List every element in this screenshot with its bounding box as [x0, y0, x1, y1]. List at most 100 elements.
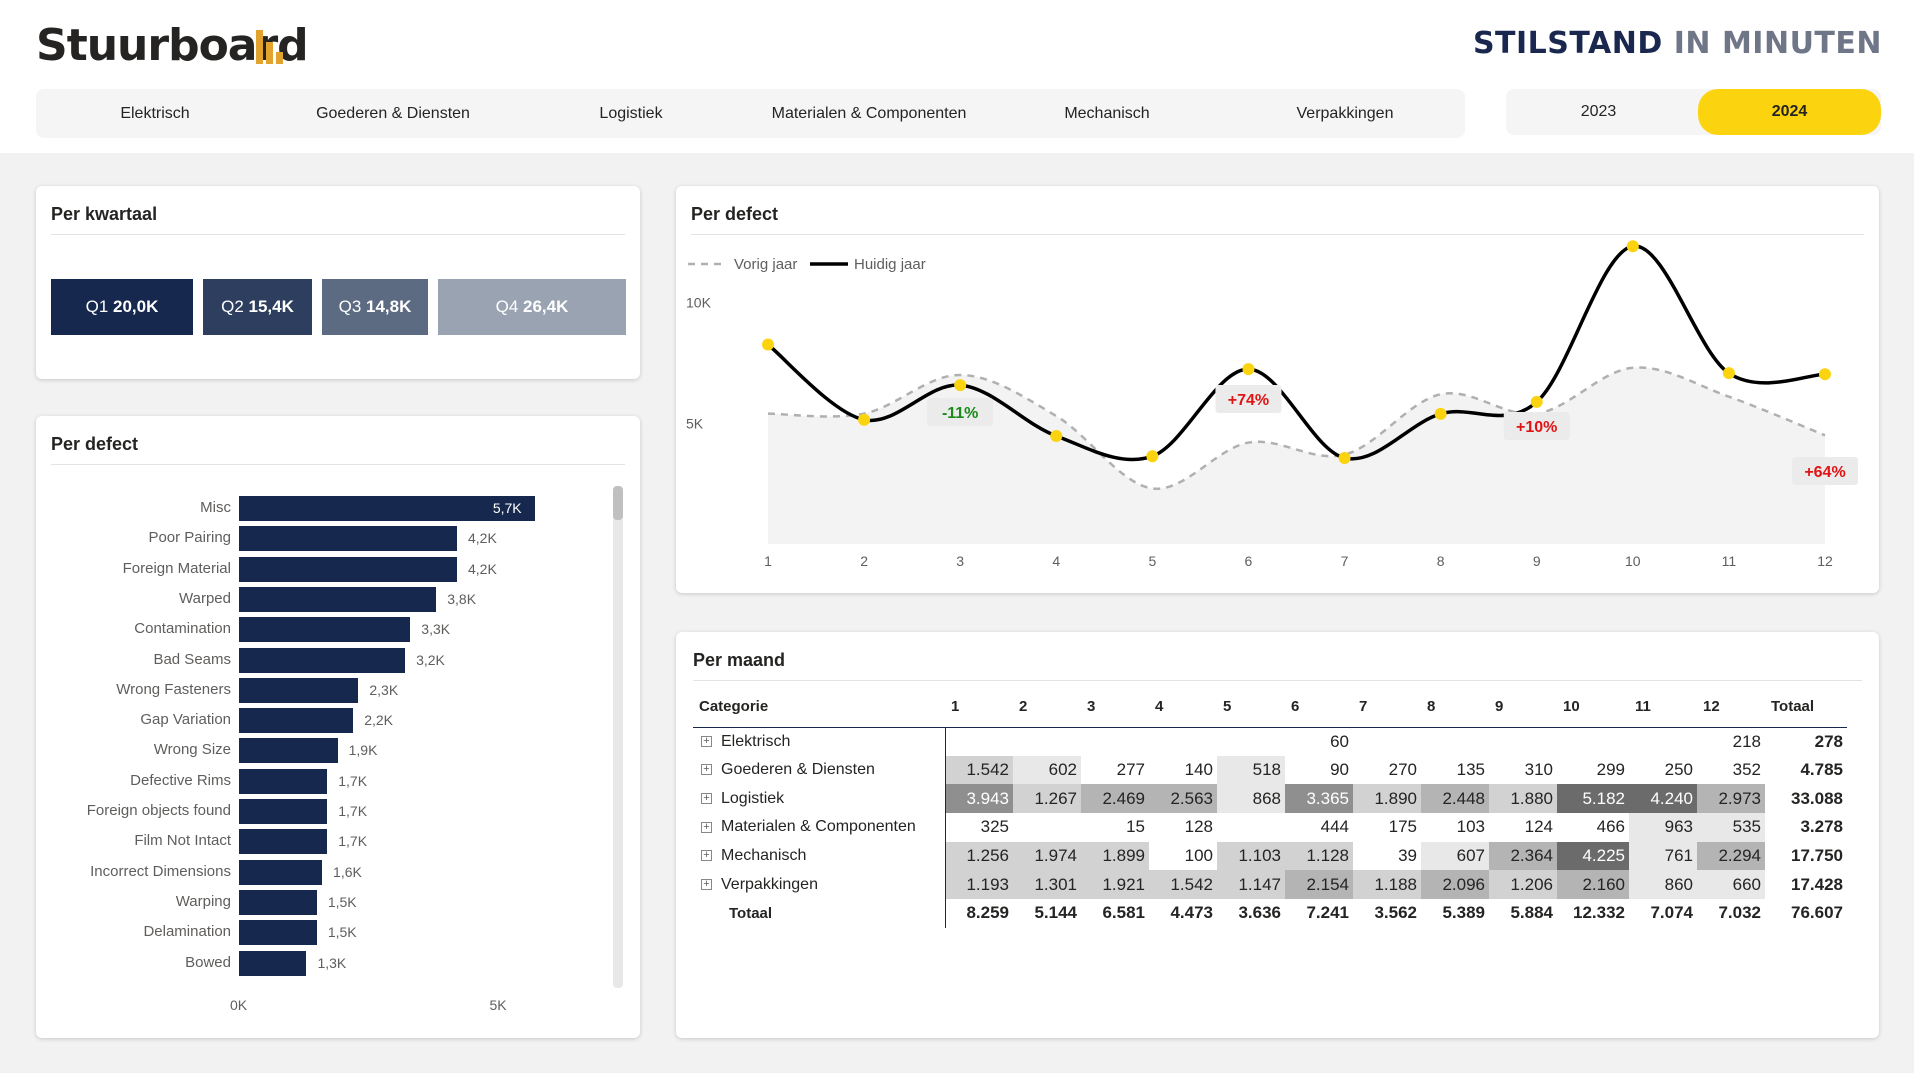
quarter-button-q4[interactable]: Q4 26,4K — [438, 279, 626, 335]
data-point[interactable] — [1050, 429, 1063, 442]
quarter-card: Per kwartaal Q1 20,0K Q2 15,4K Q3 14,8K … — [36, 186, 640, 379]
data-point[interactable] — [1146, 450, 1159, 463]
bar-value-label: 3,2K — [416, 651, 445, 668]
bar[interactable] — [239, 708, 354, 734]
matrix-row-category[interactable]: + Elektrisch — [693, 727, 945, 756]
bar[interactable] — [239, 556, 457, 582]
bar-label: Poor Pairing — [148, 529, 231, 547]
matrix-total-cell: 3.636 — [1238, 903, 1281, 923]
change-annotation: +64% — [1804, 464, 1845, 481]
matrix-cell — [1013, 813, 1081, 842]
x-tick-label: 2 — [860, 553, 868, 569]
bar[interactable] — [239, 526, 457, 552]
data-point[interactable] — [1434, 407, 1447, 420]
bar[interactable] — [239, 768, 328, 794]
expand-icon[interactable]: + — [701, 821, 712, 833]
matrix-row-category[interactable]: + Verpakkingen — [693, 870, 945, 899]
scroll-thumb[interactable] — [613, 486, 623, 520]
matrix-cell: 2.154 — [1285, 870, 1353, 900]
matrix-cell: 250 — [1664, 760, 1693, 780]
bar[interactable] — [239, 647, 406, 673]
matrix-cell: 2.294 — [1697, 841, 1765, 871]
change-annotation-box — [1215, 385, 1282, 413]
defect-bar-card: Per defect Misc 5,7K Poor Pairing 4,2K Forei… — [36, 416, 640, 1038]
bar-label: Warping — [175, 892, 231, 910]
data-point[interactable] — [954, 379, 967, 392]
matrix-cell — [1489, 727, 1557, 756]
bar-value-label: 4,2K — [468, 530, 497, 547]
matrix-cell: 660 — [1697, 870, 1765, 900]
expand-icon[interactable]: + — [701, 792, 712, 804]
matrix-row: + Materialen & Componenten 325 15 128 444 175 1… — [693, 813, 1847, 842]
slicer-option-goederen-diensten[interactable]: Goederen & Diensten — [316, 105, 470, 122]
bar[interactable] — [239, 677, 359, 703]
year-option-2023[interactable]: 2023 — [1580, 103, 1617, 120]
header-month: 2 — [1013, 687, 1081, 728]
expand-icon[interactable]: + — [701, 735, 712, 747]
matrix-cell — [1353, 727, 1421, 756]
defect-bar-scrollbar[interactable] — [613, 486, 623, 988]
header-month: 8 — [1421, 687, 1489, 728]
bar-label: Wrong Fasteners — [116, 680, 231, 698]
matrix-cell: 868 — [1217, 784, 1285, 814]
bar[interactable] — [239, 496, 535, 521]
bar[interactable] — [239, 738, 338, 764]
slicer-option-logistiek[interactable]: Logistiek — [599, 105, 663, 122]
matrix-cell: 135 — [1456, 760, 1485, 780]
bar-label: Bowed — [185, 953, 231, 971]
matrix-card: Per maand Categorie 1 2 3 4 5 6 7 8 9 10 11 12 Totaal… — [676, 632, 1879, 1038]
matrix-cell: 2.364 — [1489, 841, 1557, 871]
matrix-row-category[interactable]: + Goederen & Diensten — [693, 756, 945, 785]
data-point[interactable] — [762, 338, 774, 351]
bar[interactable] — [239, 950, 307, 976]
slicer-option-mechanisch[interactable]: Mechanisch — [1064, 105, 1150, 122]
bar[interactable] — [239, 617, 411, 643]
bar[interactable] — [239, 829, 328, 855]
data-point[interactable] — [1819, 368, 1831, 381]
header-month: 1 — [945, 687, 1013, 728]
matrix-row-category[interactable]: + Materialen & Componenten — [693, 813, 945, 842]
matrix-cell: 1.890 — [1353, 784, 1421, 814]
quarter-button-q2[interactable]: Q2 15,4K — [203, 279, 312, 335]
data-point[interactable] — [1530, 395, 1543, 408]
bar[interactable] — [239, 799, 328, 824]
matrix-total-label: Totaal — [729, 904, 773, 922]
data-point[interactable] — [1338, 451, 1351, 464]
year-option-2024[interactable]: 2024 — [1698, 89, 1881, 135]
slicer-option-verpakkingen[interactable]: Verpakkingen — [1296, 105, 1394, 122]
bar[interactable] — [239, 586, 437, 612]
matrix-row-category[interactable]: + Logistiek — [693, 784, 945, 813]
slicer-option-materialen-componenten[interactable]: Materialen & Componenten — [771, 105, 967, 122]
matrix-cell: 1.921 — [1081, 870, 1149, 900]
matrix-row: + Goederen & Diensten 1.542 602 277 140 518 90 2… — [693, 755, 1847, 785]
expand-icon[interactable]: + — [701, 764, 712, 776]
bar-value-label: 1,5K — [327, 893, 357, 910]
data-point[interactable] — [858, 413, 871, 426]
bar-value-label: 2,2K — [364, 712, 393, 729]
slicer-option-elektrisch[interactable]: Elektrisch — [120, 105, 190, 122]
data-point[interactable] — [1626, 240, 1639, 253]
data-point[interactable] — [1242, 363, 1255, 376]
x-tick-label: 9 — [1533, 553, 1541, 569]
bar[interactable] — [239, 920, 317, 946]
defect-bar-card-title: Per defect — [51, 434, 139, 454]
expand-icon[interactable]: + — [701, 850, 712, 862]
header-month: 11 — [1629, 687, 1697, 728]
quarter-button-q1[interactable]: Q1 20,0K — [51, 279, 193, 335]
matrix-row-category[interactable]: + Mechanisch — [693, 842, 945, 871]
expand-icon[interactable]: + — [701, 879, 712, 891]
bar[interactable] — [239, 889, 317, 915]
data-point[interactable] — [1722, 367, 1735, 380]
x-tick-label: 0K — [230, 997, 248, 1013]
matrix-total-cell: 6.581 — [1102, 903, 1145, 923]
matrix-cell: 3.943 — [944, 784, 1013, 814]
legend-label-previous-year: Vorig jaar — [734, 256, 797, 273]
x-tick-label: 1 — [764, 553, 772, 569]
matrix-row-total: 17.750 — [1791, 846, 1843, 866]
matrix-cell: 761 — [1629, 841, 1697, 871]
matrix-cell: 1.301 — [1013, 870, 1081, 900]
matrix-cell: 1.188 — [1353, 870, 1421, 900]
bar-value-label: 1,7K — [338, 772, 368, 789]
bar[interactable] — [239, 859, 323, 885]
quarter-button-q3[interactable]: Q3 14,8K — [322, 279, 428, 335]
